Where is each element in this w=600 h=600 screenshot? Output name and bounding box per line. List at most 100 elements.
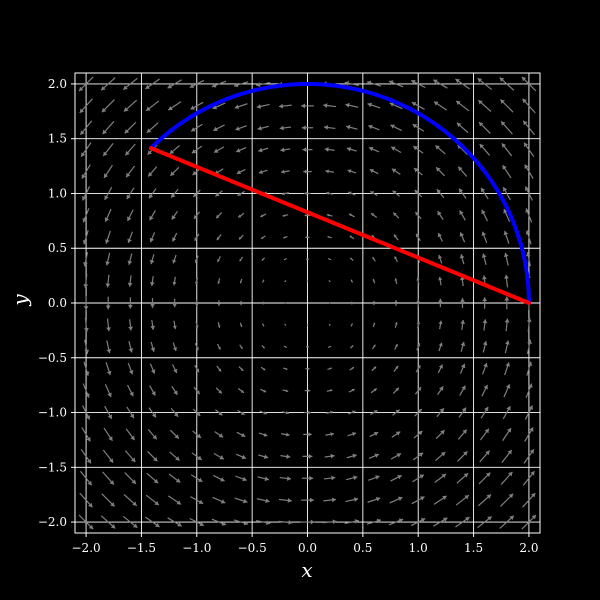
vector-arrow-400 (500, 493, 514, 507)
vector-arrow-411 (503, 252, 509, 266)
vector-arrow-head (104, 217, 110, 222)
vector-arrow-head (395, 409, 400, 414)
vector-arrow-144 (213, 124, 225, 132)
vector-arrow-head (524, 164, 529, 170)
vector-arrow-head (212, 104, 218, 110)
vector-arrow-385 (481, 362, 488, 375)
vector-arrow-17 (80, 142, 92, 158)
vector-arrow-head (263, 432, 268, 437)
vector-arrow-140 (215, 212, 223, 219)
vector-arrow-head (191, 149, 197, 154)
vector-arrow-head (103, 173, 109, 178)
vector-arrow-head (87, 480, 92, 486)
vector-arrow-head (501, 121, 506, 126)
vector-arrow-head (240, 368, 244, 371)
vector-arrow-395 (479, 143, 491, 156)
vector-arrow-324 (416, 321, 421, 329)
vector-arrow-110 (192, 408, 201, 417)
vector-arrow-head (129, 391, 134, 397)
vector-arrow-head (285, 410, 289, 415)
vector-arrow-head (191, 127, 196, 132)
vector-arrow-164 (235, 147, 247, 153)
vector-arrow-head (237, 192, 242, 196)
vector-arrow-278 (370, 409, 378, 416)
vector-arrow-51 (128, 319, 133, 331)
vector-arrow-head (371, 213, 375, 217)
vector-arrow-head (346, 124, 351, 130)
vector-arrow-179 (261, 279, 265, 283)
vector-arrow-238 (327, 367, 332, 370)
vector-arrow-16 (81, 164, 91, 179)
vector-arrow-119 (193, 211, 201, 220)
vector-arrow-31 (105, 296, 111, 310)
vector-arrow-424 (524, 427, 534, 442)
vector-arrow-head (390, 124, 395, 129)
vector-arrow-head (86, 436, 91, 442)
vector-arrow-342 (437, 386, 444, 396)
vector-arrow-head (436, 167, 441, 172)
vector-arrow-head (171, 215, 176, 220)
vector-arrow-4 (81, 427, 91, 442)
vector-arrow-head (481, 209, 486, 215)
vector-arrow-412 (503, 230, 510, 244)
vector-arrow-202 (283, 236, 288, 239)
vector-arrow-head (478, 100, 483, 105)
vector-arrow-head (125, 150, 130, 156)
vector-arrow-76 (149, 232, 156, 243)
vector-arrow-head (132, 501, 137, 506)
vector-arrow-head (459, 276, 465, 281)
vector-arrow-45 (124, 450, 136, 463)
vector-arrow-135 (217, 321, 221, 328)
vector-arrow-107 (190, 474, 203, 483)
vector-arrow-30 (106, 318, 111, 332)
vector-arrow-237 (326, 389, 333, 392)
vector-arrow-104 (167, 79, 182, 89)
vector-arrow-363 (459, 385, 466, 396)
vector-arrow-head (329, 345, 332, 348)
vector-arrow-159 (239, 256, 243, 262)
vector-arrow-372 (458, 188, 467, 199)
vector-arrow-head (221, 521, 226, 526)
vector-arrow-146 (211, 80, 227, 88)
vector-arrow-23 (102, 471, 115, 485)
vector-arrow-169 (256, 498, 270, 504)
vector-arrow-head (86, 458, 92, 464)
vector-arrow-35 (104, 208, 112, 222)
vector-arrow-head (417, 430, 423, 436)
vector-arrow-head (462, 429, 467, 434)
ticks: −2.0 −1.5 −1.0 −0.5 0.0 0.5 1.0 1.5 2.0 −2.0 −1.5 −… (38, 77, 539, 555)
vector-arrow-head (304, 214, 307, 217)
vector-arrow-head (286, 454, 291, 459)
vector-arrow-head (236, 170, 242, 175)
vector-arrow-head (486, 494, 491, 499)
vector-arrow-295 (389, 496, 403, 504)
vector-arrow-196 (283, 367, 288, 370)
vector-arrow-head (127, 238, 132, 243)
vector-arrow-head (373, 431, 379, 436)
vector-arrow-head (309, 475, 314, 481)
vector-arrow-head (528, 405, 533, 410)
vector-arrow-388 (482, 297, 488, 309)
vector-arrow-416 (501, 142, 513, 157)
vector-arrow-34 (105, 230, 111, 244)
vector-arrow-203 (282, 214, 289, 217)
vector-arrow-109 (192, 430, 202, 439)
vector-arrow-head (460, 298, 465, 302)
vector-arrow-head (530, 471, 535, 476)
vector-arrow-head (235, 126, 240, 131)
vector-arrow-294 (388, 518, 404, 526)
vector-arrow-head (150, 369, 156, 374)
vector-arrow-88 (169, 429, 180, 440)
vector-arrow-head (213, 148, 219, 153)
vector-arrow-229 (301, 103, 314, 109)
vector-arrow-22 (101, 493, 115, 507)
vector-arrow-head (485, 472, 491, 477)
vector-arrow-head (149, 215, 154, 221)
y-tick-label-4: 0.0 (48, 296, 67, 310)
vector-arrow-217 (305, 367, 310, 370)
vector-arrow-head (484, 406, 489, 412)
vector-arrow-head (477, 78, 483, 83)
vector-arrow-head (211, 83, 217, 88)
vector-arrow-276 (368, 453, 380, 459)
vector-arrow-head (168, 105, 173, 111)
